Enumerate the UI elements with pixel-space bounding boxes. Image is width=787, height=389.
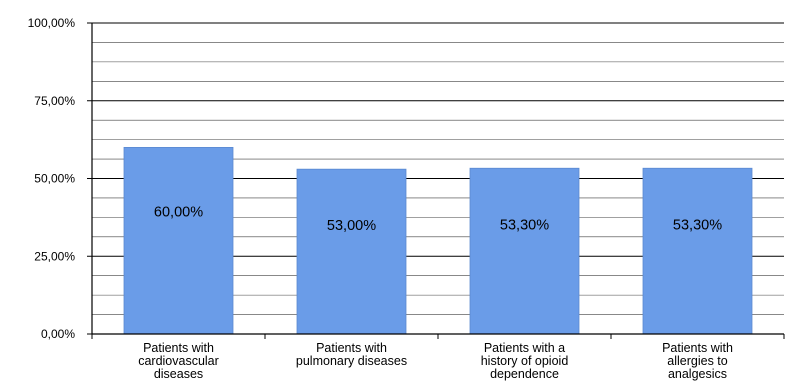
category-label-line: Patients with — [143, 341, 214, 355]
category-label-line: cardiovascular — [138, 354, 219, 368]
category-label-line: pulmonary diseases — [296, 354, 407, 368]
y-tick-label: 100,00% — [28, 16, 76, 30]
y-tick-label: 75,00% — [34, 94, 75, 108]
category-label-line: dependence — [490, 367, 559, 381]
data-label: 60,00% — [154, 204, 203, 220]
category-label-line: history of opioid — [481, 354, 569, 368]
category-label-line: Patients with — [662, 341, 733, 355]
bars — [123, 146, 753, 335]
data-label: 53,30% — [673, 218, 722, 234]
category-label-line: Patients with a — [484, 341, 565, 355]
category-label: Patients with allergies to analgesics — [662, 341, 733, 381]
category-label-line: analgesics — [668, 367, 727, 381]
data-label: 53,00% — [327, 218, 376, 234]
category-label-line: allergies to — [667, 354, 727, 368]
category-label: Patients with cardiovascular diseases — [138, 341, 219, 381]
category-label: Patients with pulmonary diseases — [296, 341, 407, 368]
y-tick-label: 0,00% — [41, 327, 75, 341]
bar — [123, 146, 234, 335]
data-label: 53,30% — [500, 218, 549, 234]
bar — [642, 167, 753, 335]
axes — [87, 22, 785, 339]
y-tick-label: 50,00% — [34, 172, 75, 186]
category-label-line: diseases — [154, 367, 203, 381]
category-label: Patients with a history of opioid dependen… — [481, 341, 569, 381]
category-label-line: Patients with — [316, 341, 387, 355]
bar — [469, 167, 580, 335]
labels: 0,00% 25,00% 50,00% 75,00% 100,00% 60,00% 53,0… — [28, 16, 733, 381]
bar — [296, 168, 407, 335]
y-tick-label: 25,00% — [34, 249, 75, 263]
